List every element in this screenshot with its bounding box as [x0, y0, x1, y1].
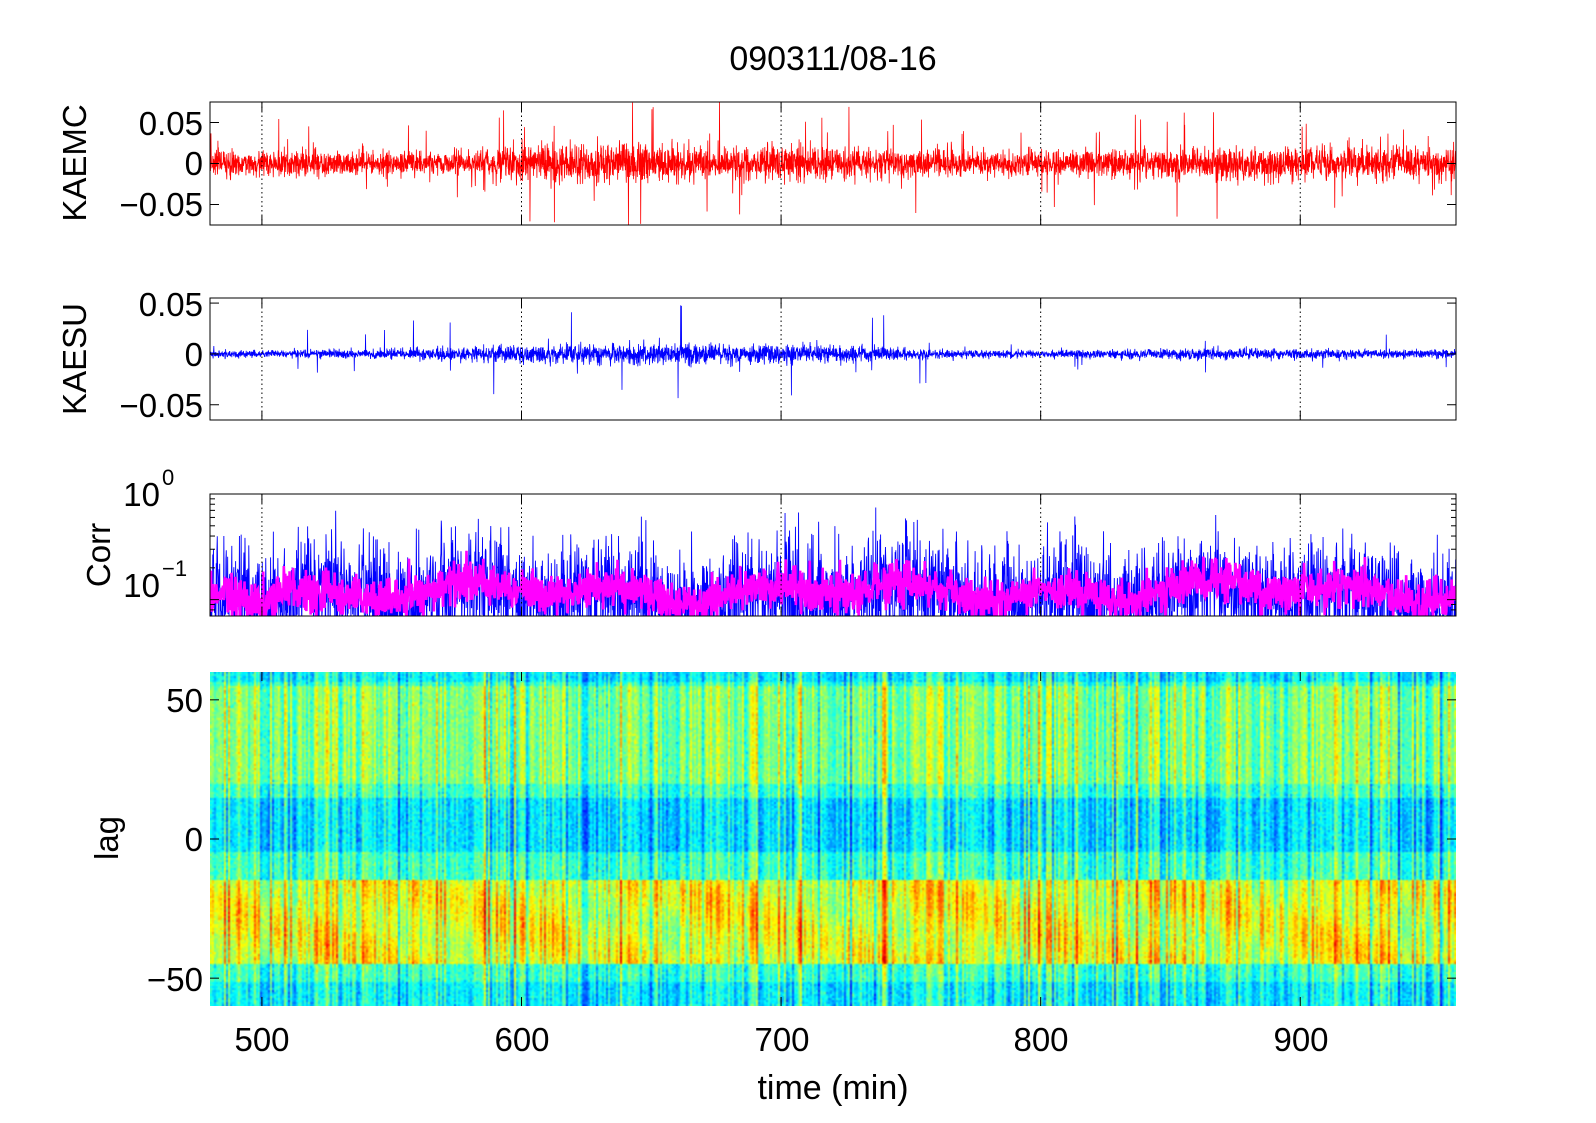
xtick-label-700: 700 [754, 1021, 809, 1058]
kaemc-series-line [210, 102, 1456, 225]
corr-trace-blue [210, 507, 1456, 616]
lag-ytick-0: 50 [166, 682, 203, 719]
lag-heatmap-image [210, 672, 1456, 1006]
corr-ylabel: Corr [80, 523, 117, 587]
kaesu-axes-frame [209, 297, 1457, 421]
xtick-label-900: 900 [1273, 1021, 1328, 1058]
corr-ytick-0: 10 [123, 476, 160, 513]
kaemc-ylabel: KAEMC [56, 104, 93, 221]
kaesu-ytick-1: 0 [185, 336, 203, 373]
kaemc-ytick-1: 0 [185, 145, 203, 182]
corr-ytick-1-base: 10 [123, 567, 160, 604]
panel-corr: 10 0 10 −1 Corr [80, 465, 1457, 617]
corr-ytick-1-exp: −1 [162, 556, 187, 581]
xtick-label-600: 600 [494, 1021, 549, 1058]
kaesu-ticks [210, 298, 1456, 420]
kaemc-axes-frame [209, 101, 1457, 226]
kaesu-ytick-0: 0.05 [139, 286, 203, 323]
panel-kaemc: 0.05 0 −0.05 KAEMC [56, 101, 1457, 226]
lag-ticks [210, 672, 1456, 1006]
panel-lag: 50 0 −50 lag [88, 672, 1456, 1006]
lag-ylabel: lag [88, 816, 125, 860]
corr-series-lines [210, 507, 1456, 616]
xtick-label-800: 800 [1013, 1021, 1068, 1058]
kaesu-ylabel: KAESU [56, 303, 93, 415]
xtick-label-500: 500 [234, 1021, 289, 1058]
panel-kaesu: 0.05 0 −0.05 KAESU [56, 286, 1457, 424]
kaemc-ticks [210, 102, 1456, 225]
kaemc-ytick-0: 0.05 [139, 105, 203, 142]
corr-ytick-0-exp: 0 [162, 465, 174, 490]
lag-ytick-2: −50 [147, 961, 203, 998]
corr-ytick-1: 10 [123, 567, 160, 604]
kaemc-trace [210, 102, 1456, 225]
lag-ytick-1: 0 [185, 821, 203, 858]
corr-trace-magenta [210, 550, 1456, 616]
kaesu-ytick-2: −0.05 [120, 387, 204, 424]
corr-axes-frame [209, 493, 1457, 617]
kaesu-trace [210, 305, 1456, 399]
chart-title: 090311/08-16 [729, 40, 936, 78]
kaemc-ytick-2: −0.05 [120, 186, 204, 223]
corr-ytick-0-base: 10 [123, 476, 160, 513]
x-axis-label: time (min) [757, 1069, 908, 1107]
kaesu-grid [261, 298, 1301, 420]
x-axis: 500 600 700 800 900 time (min) [234, 1021, 1328, 1107]
kaesu-series-line [210, 305, 1456, 399]
